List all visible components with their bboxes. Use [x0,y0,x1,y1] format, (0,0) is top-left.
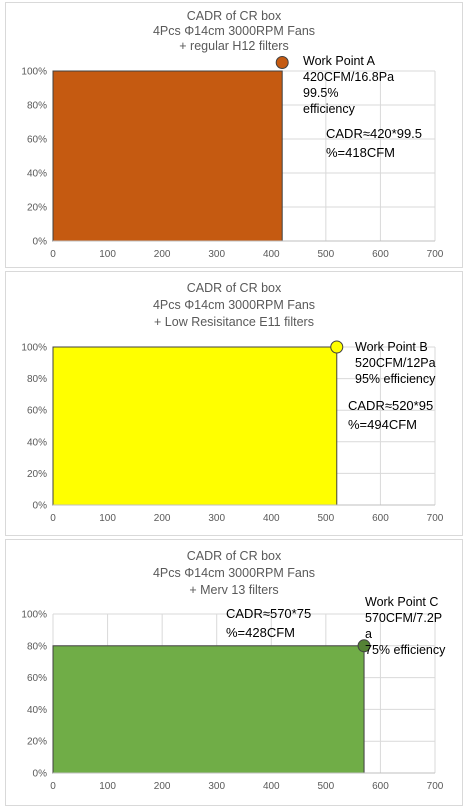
x-tick-label: 400 [263,513,280,524]
annotation-line: Work Point A [303,54,376,68]
chart-subtitle: 4Pcs Φ14cm 3000RPM Fans [152,298,316,312]
chart-subtitle: 4Pcs Φ14cm 3000RPM Fans [152,24,316,38]
annotation-line: a [365,627,372,641]
chart-panel-c: CADR of CR box 4Pcs Φ14cm 3000RPM Fans +… [5,539,463,806]
x-tick-label: 600 [372,249,389,260]
chart-subtitle-2: + Low Resisitance E11 filters [154,315,314,329]
y-tick-label: 80% [27,374,47,385]
y-tick-label: 100% [21,343,47,354]
annotation-line: Work Point B [355,340,428,354]
annotation-line: 99.5% [303,86,339,100]
cadr-calculation: CADR≈520*95 %=494CFM [348,396,433,434]
cadr-calculation: CADR≈420*99.5 %=418CFM [326,124,422,162]
x-tick-label: 0 [50,781,56,792]
x-tick-label: 300 [208,249,225,260]
x-tick-label: 600 [372,513,389,524]
annotation-line: 95% efficiency [355,372,436,386]
annotation-line: 570CFM/7.2P [365,611,443,625]
work-point-marker [357,639,371,653]
x-tick-label: 100 [99,249,116,260]
y-tick-label: 0% [33,769,48,780]
chart-subtitle-2: + regular H12 filters [179,39,289,53]
x-tick-label: 400 [263,781,280,792]
chart-plot-b: 0 100 200 300 400 500 600 700 0% 20% 40% 60% 80% 100% [21,340,444,524]
calc-line: CADR≈570*75 [226,606,312,621]
y-tick-label: 100% [21,67,47,78]
x-tick-label: 300 [208,781,225,792]
y-tick-label: 40% [27,437,47,448]
calc-line: CADR≈420*99.5 [326,126,423,141]
chart-title: CADR of CR box [186,549,282,563]
work-point-label: Work Point A 420CFM/16.8Pa 99.5% efficie… [303,53,394,117]
x-tick-label: 600 [372,781,389,792]
x-tick-label: 0 [50,249,56,260]
x-tick-label: 700 [427,249,444,260]
area-series [52,346,338,506]
chart-panel-b: CADR of CR box 4Pcs Φ14cm 3000RPM Fans +… [5,271,463,536]
x-tick-label: 200 [154,513,171,524]
y-tick-label: 20% [27,203,47,214]
y-tick-label: 20% [27,737,47,748]
y-tick-label: 80% [27,101,47,112]
annotation-line: efficiency [303,102,355,116]
y-tick-label: 60% [27,135,47,146]
calc-line: %=418CFM [326,145,395,160]
work-point-label: Work Point C 570CFM/7.2P a 75% efficienc… [365,594,445,658]
work-point-marker [330,340,344,354]
chart-title: CADR of CR box [186,9,282,23]
x-tick-label: 500 [318,513,335,524]
y-tick-label: 100% [21,610,47,621]
y-tick-label: 60% [27,673,47,684]
y-tick-label: 20% [27,469,47,480]
x-tick-label: 300 [208,513,225,524]
chart-subtitle: 4Pcs Φ14cm 3000RPM Fans [152,566,316,580]
annotation-line: 420CFM/16.8Pa [303,70,395,84]
area-series [52,70,283,242]
calc-line: %=428CFM [226,625,295,640]
x-tick-label: 400 [263,249,280,260]
chart-panel-a: CADR of CR box 4Pcs Φ14cm 3000RPM Fans +… [5,2,463,268]
chart-plot-a: 0 100 200 300 400 500 600 700 0% 20% 40% 60% 80% 100% [21,56,444,260]
y-tick-label: 80% [27,641,47,652]
x-tick-label: 100 [99,781,116,792]
y-tick-label: 0% [33,501,48,512]
y-tick-label: 40% [27,169,47,180]
annotation-line: 520CFM/12Pa [355,356,436,370]
work-point-marker [275,56,289,69]
annotation-line: Work Point C [365,595,439,609]
calc-line: CADR≈520*95 [348,398,434,413]
x-tick-label: 0 [50,513,56,524]
calc-line: %=494CFM [348,417,417,432]
area-series [52,645,365,774]
chart-title: CADR of CR box [186,281,282,295]
x-tick-label: 200 [154,249,171,260]
x-tick-label: 500 [318,249,335,260]
x-tick-label: 200 [154,781,171,792]
y-tick-label: 0% [33,237,48,248]
chart-subtitle-2: + Merv 13 filters [189,583,279,597]
cadr-calculation: CADR≈570*75 %=428CFM [226,604,311,642]
y-tick-label: 60% [27,406,47,417]
x-tick-label: 700 [427,781,444,792]
chart-plot-c: 0 100 200 300 400 500 600 700 0% 20% 40% 60% 80% 100% [21,610,444,793]
work-point-label: Work Point B 520CFM/12Pa 95% efficiency [355,339,436,387]
x-tick-label: 500 [318,781,335,792]
annotation-line: 75% efficiency [365,643,446,657]
x-tick-label: 100 [99,513,116,524]
x-tick-label: 700 [427,513,444,524]
y-tick-label: 40% [27,705,47,716]
